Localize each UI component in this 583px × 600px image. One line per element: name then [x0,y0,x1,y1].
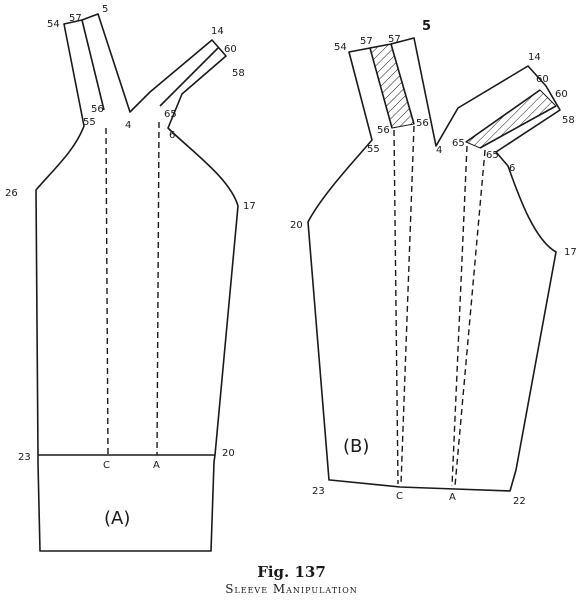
panel-b-label-55: 55 [367,144,380,155]
panel-a-dash-c [105,127,109,456]
panel-b-label-56a: 56 [377,125,390,136]
panel-b-strap-line-2 [390,43,415,125]
panel-a-label-4: 4 [125,120,131,131]
panel-b-label: (B) [343,436,369,457]
panel-b-label-57a: 57 [360,36,373,47]
panel-a-label-60: 60 [224,44,237,55]
panel-a-label-20: 20 [222,448,235,459]
panel-a: 54 57 5 14 60 58 56 55 4 65 6 26 17 23 2… [5,4,256,552]
panel-a-label-56: 56 [91,104,104,115]
panel-b-label-22: 22 [513,496,526,507]
panel-b-label-58: 58 [562,115,575,126]
panel-b-label-65b: 65 [486,150,499,161]
panel-b-strap-line-3 [465,89,541,143]
panel-b-label-17: 17 [564,247,577,258]
panel-a-label-14: 14 [211,26,224,37]
panel-a-label-55: 55 [83,117,96,128]
panel-b-dash-a-2 [454,149,486,487]
panel-a-label-58: 58 [232,68,245,79]
panel-a-dash-a [156,121,160,456]
panel-a-outline [35,13,239,552]
panel-a-label: (A) [104,508,130,529]
panel-a-strap-left [81,19,105,111]
panel-b-label-20: 20 [290,220,303,231]
panel-b-dash-a-1 [451,145,468,487]
panel-b-strap-line-1 [369,47,393,129]
panel-a-label-65: 65 [164,109,177,120]
panel-b-label-14: 14 [528,52,541,63]
panel-b-dash-c-1 [393,129,399,485]
panel-a-label-6: 6 [169,130,175,141]
panel-b-label-60a: 60 [536,74,549,85]
panel-a-label-54: 54 [47,19,60,30]
panel-b-strap-line-4 [479,105,557,149]
panel-a-label-57: 57 [69,13,82,24]
panel-a-label-23: 23 [18,452,31,463]
figure-caption-title: Fig. 137 [257,563,326,581]
panel-a-label-17: 17 [243,201,256,212]
panel-b-label-a: A [449,492,456,503]
panel-a-label-5: 5 [102,4,108,15]
figure-caption-subtitle: Sleeve Manipulation [225,582,358,596]
panel-b-label-6: 6 [509,163,515,174]
panel-b-label-54: 54 [334,42,347,53]
panel-b-label-56b: 56 [416,118,429,129]
panel-a-label-a: A [153,460,160,471]
panel-b-outline [307,37,561,492]
panel-b: 54 57 57 5 14 60 60 58 56 56 55 4 65 65 … [290,19,577,507]
panel-b-hatch-wedge-right [464,89,557,149]
panel-b-hatch-wedge-left [369,43,415,129]
panel-b-label-23: 23 [312,486,325,497]
panel-b-label-4: 4 [436,145,442,156]
panel-a-strap-right [159,47,219,107]
panel-a-label-c: C [103,460,110,471]
panel-b-label-60b: 60 [555,89,568,100]
panel-b-dash-c-2 [400,125,415,485]
panel-b-label-c: C [396,491,403,502]
panel-a-label-26: 26 [5,188,18,199]
panel-b-label-65a: 65 [452,138,465,149]
panel-b-label-5: 5 [422,19,431,34]
panel-b-label-57b: 57 [388,34,401,45]
